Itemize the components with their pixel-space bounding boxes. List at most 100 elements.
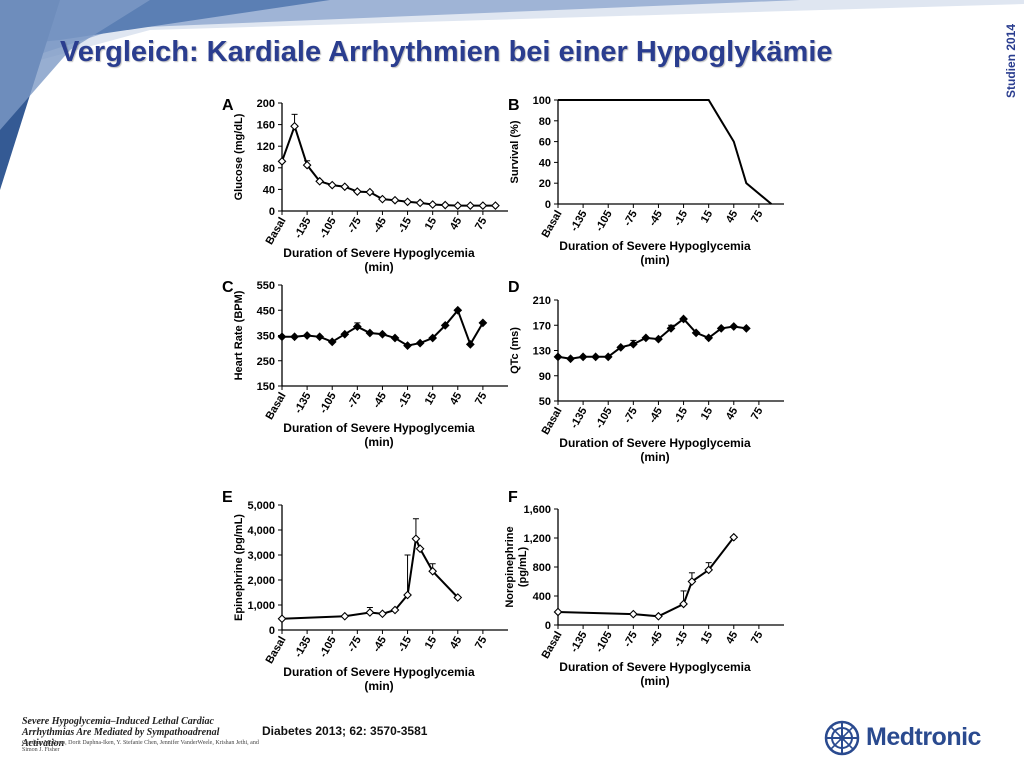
series-line xyxy=(282,308,484,347)
data-point xyxy=(352,187,362,196)
x-tick-label: -135 xyxy=(292,391,313,416)
medtronic-logo-icon xyxy=(824,720,860,756)
y-tick-label: 1,600 xyxy=(523,504,551,516)
y-tick-label: 40 xyxy=(539,157,551,169)
data-point xyxy=(453,201,463,210)
y-tick-label: 100 xyxy=(533,95,551,107)
side-label-text: Studien 2014 xyxy=(1004,23,1018,99)
series-line xyxy=(557,536,735,618)
panel-letter: A xyxy=(222,97,234,114)
x-tick-label: 75 xyxy=(473,391,490,408)
plot-area: 0 400 800 1,200 1,600 Basal -135 -105 -75 -45 -15 1… xyxy=(504,504,784,688)
x-axis-label: (min) xyxy=(640,253,669,267)
data-point xyxy=(704,565,714,575)
y-tick-label: 80 xyxy=(539,116,551,128)
data-point xyxy=(465,339,475,349)
x-axis-label: (min) xyxy=(364,435,393,449)
data-point xyxy=(591,352,601,362)
y-tick-label: 3,000 xyxy=(247,550,275,562)
x-axis-label: (min) xyxy=(364,260,393,274)
x-axis-label: (min) xyxy=(364,679,393,693)
x-tick-label: -105 xyxy=(317,391,338,416)
x-tick-label: -15 xyxy=(672,209,690,229)
x-tick-label: -15 xyxy=(396,216,414,236)
x-tick-label: -15 xyxy=(672,406,690,426)
x-tick-label: Basal xyxy=(264,635,289,666)
paper-title: Severe Hypoglycemia–Induced Lethal Cardi… xyxy=(22,716,220,749)
x-tick-label: -15 xyxy=(672,630,690,650)
y-tick-label: 40 xyxy=(263,184,275,196)
data-point xyxy=(628,339,638,349)
y-axis-label: (pg/mL) xyxy=(517,547,529,588)
data-point xyxy=(290,121,299,131)
series-line xyxy=(281,123,496,207)
x-tick-label: Basal xyxy=(540,406,565,437)
data-point xyxy=(679,599,688,609)
y-tick-label: 1,000 xyxy=(247,600,275,612)
x-tick-label: 15 xyxy=(699,406,716,423)
y-tick-label: 0 xyxy=(269,625,275,637)
y-tick-label: 90 xyxy=(539,371,551,383)
data-point xyxy=(365,608,375,617)
x-tick-label: -45 xyxy=(647,630,665,650)
x-axis-label: Duration of Severe Hypoglycemia xyxy=(559,239,751,253)
x-axis-label: (min) xyxy=(640,450,669,464)
x-tick-label: Basal xyxy=(540,209,565,240)
brand: Medtronic xyxy=(824,720,1004,756)
x-tick-label: -45 xyxy=(647,209,665,229)
x-tick-label: -75 xyxy=(346,391,364,411)
y-tick-label: 120 xyxy=(257,141,275,153)
x-tick-label: -105 xyxy=(593,209,614,234)
x-tick-label: 45 xyxy=(724,630,741,647)
data-point xyxy=(411,534,421,544)
x-tick-label: -135 xyxy=(568,630,589,655)
data-point xyxy=(553,352,563,362)
x-tick-label: -75 xyxy=(346,635,364,655)
x-tick-label: 75 xyxy=(749,630,766,647)
brand-name: Medtronic xyxy=(866,723,981,751)
data-point xyxy=(741,324,751,333)
data-point xyxy=(654,334,663,344)
data-point xyxy=(290,332,299,342)
x-axis-label: Duration of Severe Hypoglycemia xyxy=(559,660,751,674)
x-tick-label: 15 xyxy=(423,216,440,233)
chart-panel-e: E 0 1,000 2,000 3,000 4,000 5,000 Basal -135 -10… xyxy=(222,489,508,693)
header-banner xyxy=(0,0,1024,190)
data-point xyxy=(440,200,450,210)
y-tick-label: 80 xyxy=(263,163,275,175)
data-point xyxy=(478,318,488,328)
data-point xyxy=(302,331,312,340)
chart-panel-b: B 0 20 40 60 80 100 Basal -135 -105 -75 -45 -15 15 45… xyxy=(508,95,784,267)
data-point xyxy=(277,332,287,342)
data-point xyxy=(365,187,375,197)
data-point xyxy=(378,329,387,339)
plot-area: 50 90 130 170 210 Basal -135 -105 -75 -45 -15 15 45 7… xyxy=(509,295,784,464)
y-tick-label: 130 xyxy=(533,346,551,358)
data-point xyxy=(378,609,387,619)
data-point xyxy=(365,328,375,338)
y-tick-label: 550 xyxy=(257,280,275,292)
series-line xyxy=(557,317,747,360)
x-tick-label: 75 xyxy=(749,406,766,423)
x-tick-label: 15 xyxy=(699,630,716,647)
data-point xyxy=(679,314,688,324)
data-point xyxy=(453,305,463,315)
data-point xyxy=(478,201,488,210)
x-tick-label: -45 xyxy=(647,406,665,426)
data-point xyxy=(603,352,613,362)
data-point xyxy=(415,198,425,208)
data-point xyxy=(327,337,337,347)
x-tick-label: 45 xyxy=(724,406,741,423)
plot-area: 0 40 80 120 160 200 Basal -135 -105 -75 -45 -15 15 45… xyxy=(233,98,508,274)
x-axis-label: Duration of Severe Hypoglycemia xyxy=(283,665,475,679)
panel-letter: F xyxy=(508,489,518,506)
x-tick-label: 75 xyxy=(749,209,766,226)
y-tick-label: 200 xyxy=(257,98,275,110)
x-tick-label: -75 xyxy=(622,406,640,426)
panel-letter: E xyxy=(222,489,233,506)
data-point xyxy=(340,611,350,621)
x-tick-label: 45 xyxy=(724,209,741,226)
y-axis-label: Epinephrine (pg/mL) xyxy=(233,514,245,621)
paper-authors: Candace M. Reno, Dorit Daphna-Iken, Y. S… xyxy=(22,740,259,753)
data-point xyxy=(277,614,287,624)
